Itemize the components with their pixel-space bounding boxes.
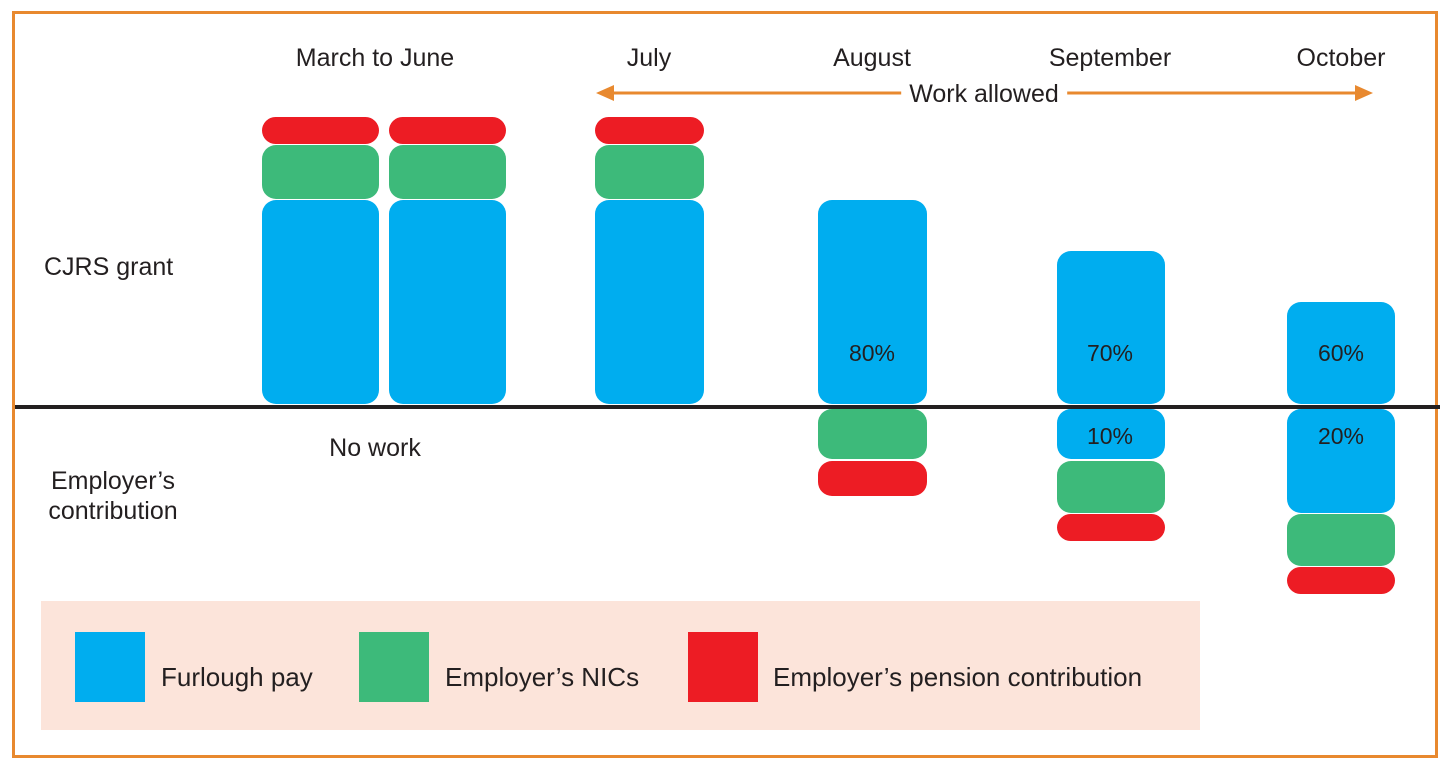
september-grant-percent: 70% <box>1086 340 1134 366</box>
october-employer-percent: 20% <box>1317 423 1365 449</box>
legend: Furlough pay Employer’s NICs Employer’s … <box>41 601 1200 730</box>
bar-august-furlough-grant <box>818 200 927 404</box>
bar-march-2-furlough <box>389 200 506 404</box>
bar-october-nics <box>1287 514 1395 566</box>
row-label-cjrs-grant: CJRS grant <box>44 253 174 281</box>
bar-september-furlough-employer <box>1057 409 1165 459</box>
bar-october-furlough-grant <box>1287 302 1395 404</box>
bar-july-pension <box>595 117 704 144</box>
october-grant-percent: 60% <box>1317 340 1365 366</box>
legend-swatch-nics <box>359 632 429 702</box>
bar-july-nics <box>595 145 704 199</box>
september-employer-percent: 10% <box>1086 423 1134 449</box>
bar-march-1-pension <box>262 117 379 144</box>
legend-label-nics: Employer’s NICs <box>445 662 640 692</box>
month-label-july: July <box>626 44 672 72</box>
grant-employer-divider <box>15 405 1440 409</box>
diagram-frame <box>12 11 1438 758</box>
work-allowed-label: Work allowed <box>901 79 1067 109</box>
august-grant-percent: 80% <box>848 340 896 366</box>
legend-label-furlough: Furlough pay <box>161 662 313 692</box>
bar-july-furlough <box>595 200 704 404</box>
bar-september-nics <box>1057 461 1165 513</box>
bar-september-furlough-grant <box>1057 251 1165 404</box>
bar-august-pension <box>818 461 927 496</box>
legend-swatch-furlough <box>75 632 145 702</box>
bar-september-pension <box>1057 514 1165 541</box>
bar-august-nics <box>818 409 927 459</box>
row-label-employer-line2: contribution <box>48 497 178 525</box>
bar-march-2-nics <box>389 145 506 199</box>
month-label-march-to-june: March to June <box>295 44 455 72</box>
bar-october-pension <box>1287 567 1395 594</box>
no-work-label: No work <box>329 434 421 462</box>
month-label-september: September <box>1048 44 1172 72</box>
month-label-october: October <box>1296 44 1386 72</box>
bar-march-1-nics <box>262 145 379 199</box>
month-label-august: August <box>833 44 911 72</box>
legend-swatch-pension <box>688 632 758 702</box>
legend-label-pension: Employer’s pension contribution <box>773 662 1143 692</box>
bar-march-2-pension <box>389 117 506 144</box>
bar-march-1-furlough <box>262 200 379 404</box>
row-label-employer-line1: Employer’s <box>50 467 176 495</box>
bar-october-furlough-employer <box>1287 409 1395 513</box>
